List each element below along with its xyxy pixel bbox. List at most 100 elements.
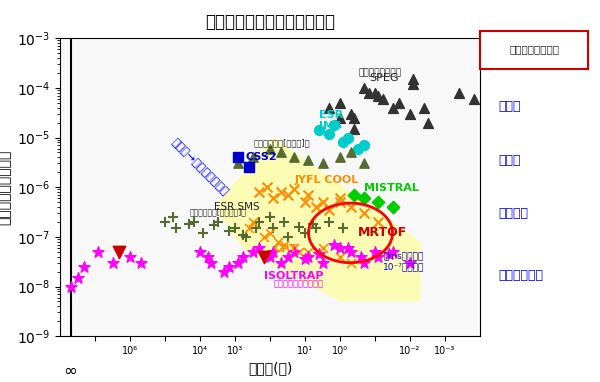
Point	[220, 269, 229, 275]
Point	[378, 96, 388, 102]
Point	[244, 225, 254, 231]
Point	[80, 264, 89, 270]
Text: 短寿命→精度悪化の傾向: 短寿命→精度悪化の傾向	[170, 137, 230, 198]
Text: 数msの測定で
10⁻⁷代の精度: 数msの測定で 10⁻⁷代の精度	[383, 252, 425, 272]
Point	[262, 184, 272, 190]
Point	[405, 111, 415, 117]
Point	[349, 192, 359, 198]
Point	[346, 111, 355, 117]
Text: SPEG: SPEG	[369, 73, 398, 83]
Point	[284, 234, 293, 240]
Point	[254, 219, 264, 225]
Point	[300, 199, 310, 205]
Point	[335, 154, 345, 160]
Point	[248, 249, 258, 255]
Point	[66, 283, 76, 290]
Point	[346, 149, 355, 155]
Point	[319, 160, 328, 167]
Point	[294, 223, 304, 230]
Point	[279, 219, 289, 225]
Text: CPT: CPT	[274, 244, 298, 254]
Point	[359, 142, 369, 148]
Point	[314, 127, 324, 133]
Point	[319, 260, 328, 266]
Point	[224, 264, 233, 270]
Text: MRTOF: MRTOF	[358, 226, 407, 239]
Point	[214, 219, 223, 225]
Point	[209, 222, 219, 228]
Point	[304, 254, 313, 260]
Point	[265, 230, 275, 236]
Text: （蓄積リング[電子冷却]）: （蓄積リング[電子冷却]）	[190, 208, 247, 217]
Point	[279, 241, 289, 248]
Text: ハロー核: ハロー核	[498, 207, 528, 220]
Point	[269, 225, 278, 231]
Text: CSS2: CSS2	[245, 152, 277, 162]
Text: 弱い相互作用: 弱い相互作用	[498, 269, 543, 282]
Point	[265, 254, 275, 260]
Point	[374, 92, 383, 99]
Title: 質量測定精度と半減期の相関: 質量測定精度と半減期の相関	[205, 13, 335, 31]
Point	[359, 210, 369, 216]
Point	[171, 225, 181, 231]
Point	[335, 100, 345, 106]
Point	[419, 105, 429, 111]
Point	[189, 219, 199, 225]
Point	[233, 160, 243, 167]
Point	[125, 254, 135, 260]
Point	[244, 164, 254, 170]
Text: およその研究対象: およその研究対象	[509, 45, 559, 55]
Point	[409, 81, 418, 87]
Point	[346, 260, 355, 266]
Point	[359, 195, 369, 201]
Point	[230, 225, 240, 231]
Point	[195, 249, 205, 255]
Point	[304, 157, 313, 163]
Point	[329, 122, 338, 128]
Point	[269, 249, 278, 255]
Point	[115, 249, 124, 255]
Point	[325, 131, 334, 137]
Point	[254, 245, 264, 251]
Text: ∞: ∞	[64, 362, 77, 380]
Point	[349, 126, 359, 132]
Text: ESR: ESR	[319, 110, 343, 120]
Y-axis label: 質量測定の相対精度: 質量測定の相対精度	[0, 149, 11, 225]
Point	[74, 275, 83, 281]
Point	[389, 105, 398, 111]
Text: MISTRAL: MISTRAL	[364, 183, 419, 193]
Point	[241, 234, 250, 240]
Point	[335, 245, 345, 251]
Point	[276, 260, 286, 266]
Point	[338, 225, 348, 231]
Point	[238, 232, 248, 238]
Point	[265, 214, 275, 220]
Point	[356, 254, 366, 260]
Point	[109, 260, 118, 266]
Point	[409, 76, 418, 82]
Point	[319, 245, 328, 251]
Point	[374, 199, 383, 205]
Point	[374, 254, 383, 260]
Point	[308, 221, 317, 227]
Point	[160, 219, 170, 225]
Point	[276, 149, 286, 155]
Point	[359, 260, 369, 266]
Text: （インフライト）: （インフライト）	[358, 68, 401, 77]
Point	[185, 221, 194, 227]
Point	[224, 228, 233, 234]
Point	[311, 204, 320, 210]
Point	[300, 230, 310, 236]
Point	[136, 260, 145, 266]
Point	[454, 90, 464, 96]
Point	[424, 120, 433, 126]
Point	[325, 207, 334, 213]
Point	[384, 251, 394, 257]
Point	[346, 204, 355, 210]
Point	[203, 254, 212, 260]
Point	[364, 90, 374, 96]
Point	[395, 100, 404, 106]
Point	[290, 245, 299, 251]
Text: （ペニングトラップ）: （ペニングトラップ）	[274, 280, 323, 288]
Point	[359, 160, 369, 167]
